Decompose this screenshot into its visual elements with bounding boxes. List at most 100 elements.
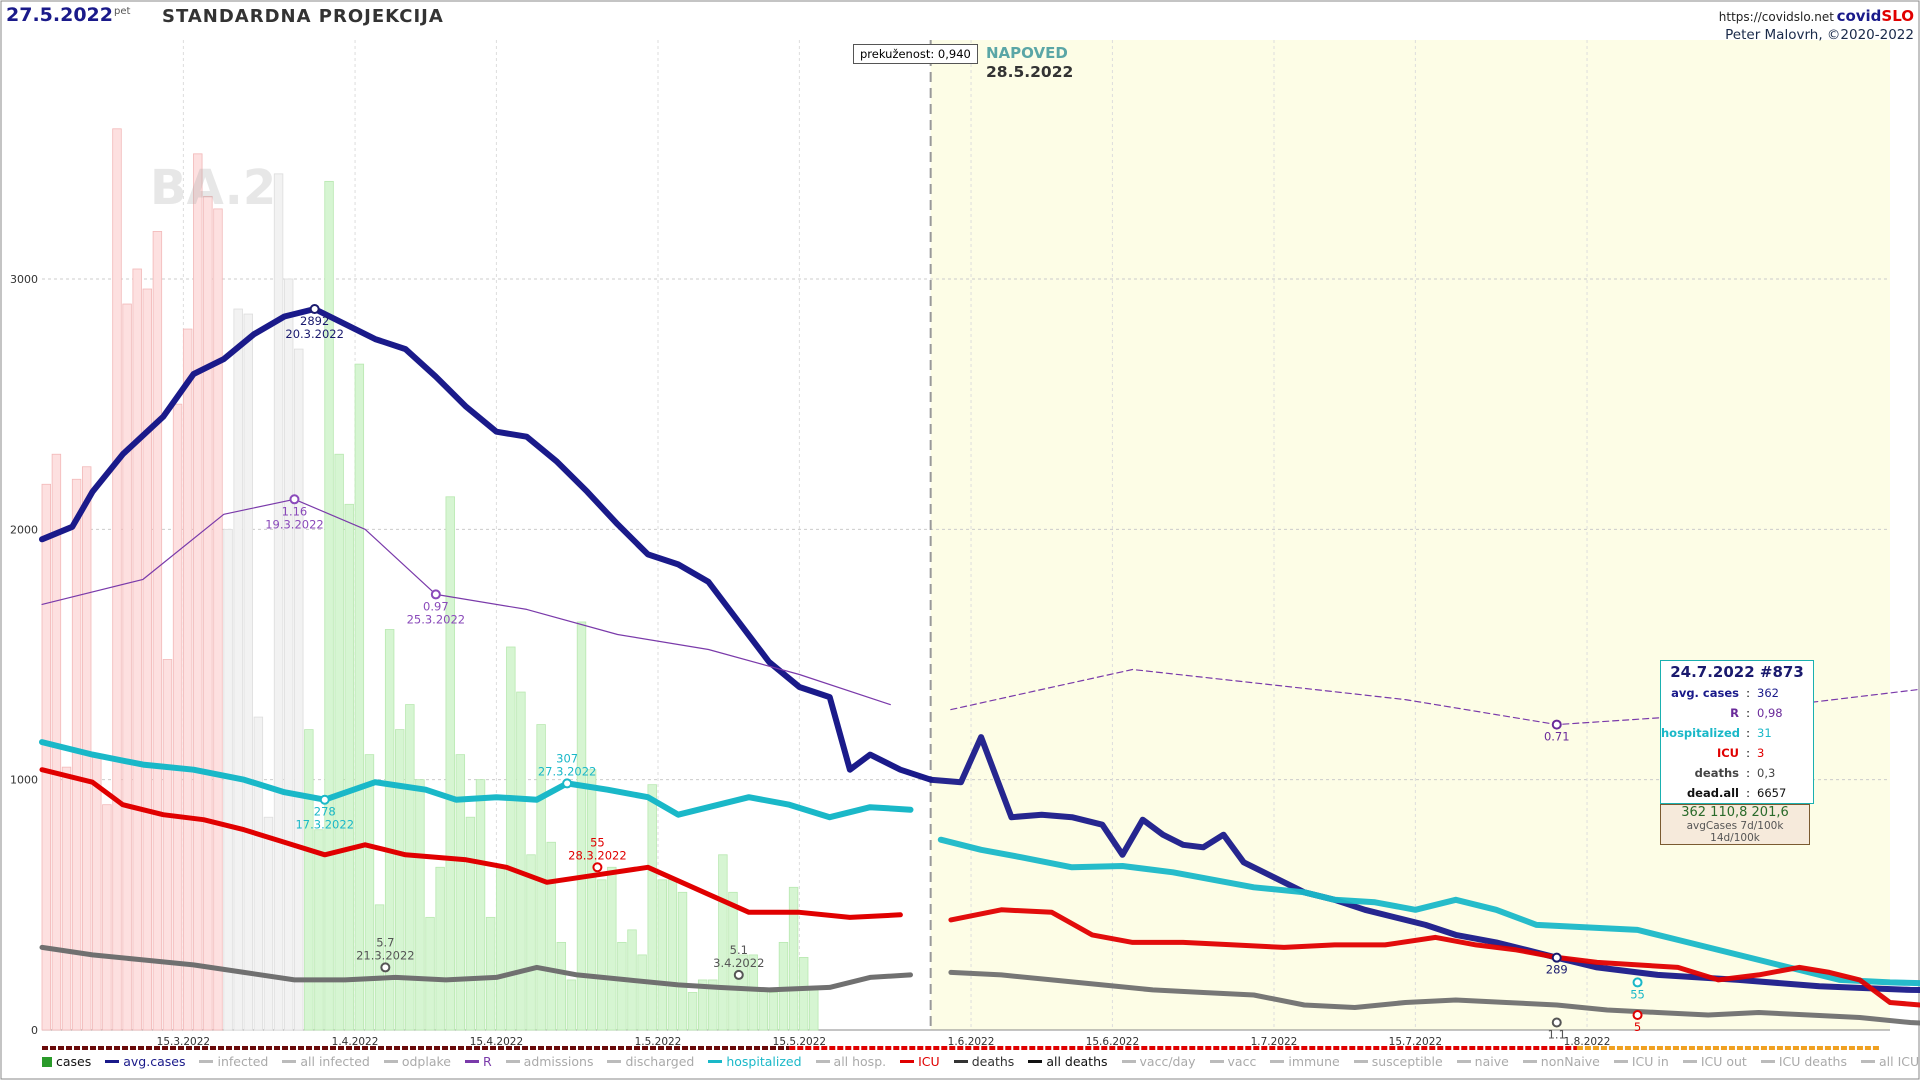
case-bar	[788, 886, 799, 1031]
info-row-colon: :	[1746, 686, 1750, 700]
annotation-label: 0.71	[1544, 730, 1570, 744]
legend-item[interactable]: all infected	[282, 1054, 370, 1069]
case-bar	[344, 503, 354, 1031]
annotation-marker	[319, 794, 330, 805]
case-bar	[294, 348, 304, 1031]
annotation-label: 55	[590, 835, 605, 849]
author: Peter Malovrh, ©2020-2022	[1725, 27, 1914, 43]
cases-bars	[41, 128, 819, 1031]
annotation-label: 17.3.2022	[295, 818, 354, 832]
header-day: pet	[114, 6, 131, 17]
legend-item[interactable]: cases	[42, 1054, 91, 1069]
legend-item[interactable]: ICU out	[1682, 1054, 1747, 1069]
annotation-marker	[562, 778, 573, 789]
forecast-label: NAPOVED	[986, 44, 1068, 62]
legend-swatch	[282, 1060, 297, 1063]
info-row-key: dead.all	[1686, 786, 1739, 800]
legend-label: infected	[217, 1054, 269, 1069]
legend-item[interactable]: ICU in	[1613, 1054, 1669, 1069]
series-line-hospitalized	[39, 739, 914, 821]
case-bar	[334, 453, 344, 1031]
case-bar	[213, 208, 223, 1031]
series-forecast-hospitalized	[937, 836, 1920, 987]
case-bar	[172, 403, 183, 1031]
legend-label: all infected	[300, 1054, 370, 1069]
case-bar	[465, 816, 476, 1031]
legend-swatch	[1861, 1060, 1875, 1063]
legend-item[interactable]: vacc	[1209, 1054, 1256, 1069]
legend-item[interactable]: naive	[1456, 1054, 1509, 1069]
case-bar	[758, 989, 768, 1031]
x-tick-label: 1.6.2022	[948, 1036, 995, 1048]
annotation-marker	[309, 304, 320, 315]
legend-item[interactable]: immune	[1270, 1054, 1340, 1069]
legend-item[interactable]: discharged	[607, 1054, 694, 1069]
annotation-label: 278	[314, 805, 336, 819]
legend-item[interactable]: ICU deaths	[1760, 1054, 1847, 1069]
legend-item[interactable]: all deaths	[1028, 1054, 1108, 1069]
info-row-colon: :	[1746, 786, 1750, 800]
case-bar	[455, 754, 466, 1031]
legend-item[interactable]: nonNaive	[1522, 1054, 1600, 1069]
chart-title: STANDARDNA PROJEKCIJA	[162, 6, 444, 27]
x-tick-label: 15.4.2022	[470, 1036, 523, 1048]
brand-logo: covidSLO	[1837, 7, 1914, 25]
case-bar	[607, 866, 617, 1031]
legend-item[interactable]: susceptible	[1353, 1054, 1443, 1069]
legend-swatch	[383, 1060, 398, 1063]
legend-item[interactable]: all ICU	[1861, 1054, 1919, 1069]
legend-item[interactable]: R	[464, 1054, 492, 1069]
legend-item[interactable]: odplake	[383, 1054, 451, 1069]
case-bar	[415, 779, 425, 1031]
legend-swatch	[953, 1060, 968, 1063]
case-bar	[485, 916, 496, 1031]
legend-swatch	[42, 1056, 52, 1067]
case-bar	[203, 195, 213, 1031]
legend-label: immune	[1288, 1054, 1340, 1069]
legend-item[interactable]: ICU	[900, 1054, 940, 1069]
brand-text-a: covid	[1836, 7, 1882, 25]
case-bar	[697, 979, 708, 1031]
info-row: R:0,98	[1661, 703, 1813, 723]
annotation-marker	[1632, 1009, 1643, 1020]
annotation-marker	[592, 862, 603, 873]
info-row: deaths:0,3	[1661, 763, 1813, 783]
case-bar	[81, 466, 92, 1031]
hover-info-box: 24.7.2022 #873 avg. cases:362 R:0,98 hospi…	[1660, 660, 1814, 804]
case-bar	[425, 916, 435, 1031]
site-url[interactable]: https://covidslo.net	[1718, 10, 1834, 24]
case-bar	[314, 829, 324, 1031]
annotation-marker	[1551, 1017, 1562, 1028]
case-bar	[152, 231, 163, 1031]
case-bar	[748, 954, 758, 1031]
legend-swatch	[607, 1060, 622, 1063]
annotation-label: 289	[1546, 963, 1568, 977]
legend-item[interactable]: all hosp.	[815, 1054, 886, 1069]
legend-item[interactable]: deaths	[953, 1054, 1014, 1069]
annotation-label: 55	[1630, 987, 1645, 1001]
case-bar	[637, 954, 647, 1031]
series-line-avg.cases	[39, 306, 934, 783]
annotation-marker	[1551, 952, 1562, 963]
info-row-value: 362	[1757, 686, 1779, 700]
case-bar	[768, 992, 779, 1031]
series-forecast-ICU	[948, 907, 1920, 1008]
info-row-value: 0,98	[1757, 706, 1783, 720]
legend-item[interactable]: admissions	[505, 1054, 594, 1069]
legend-swatch	[1682, 1060, 1697, 1063]
legend-item[interactable]: vacc/day	[1121, 1054, 1196, 1069]
case-bar	[778, 941, 789, 1031]
legend-label: discharged	[625, 1054, 695, 1069]
legend-item[interactable]: infected	[199, 1054, 268, 1069]
case-bar	[304, 729, 314, 1031]
info-row-value: 6657	[1757, 786, 1787, 800]
legend-item[interactable]: avg.cases	[105, 1054, 185, 1069]
legend-item[interactable]: hospitalized	[708, 1054, 802, 1069]
legend-label: nonNaive	[1540, 1054, 1600, 1069]
legend-label: cases	[56, 1054, 92, 1069]
case-bar	[677, 891, 688, 1031]
legend-label: admissions	[523, 1054, 594, 1069]
series-forecast-deaths	[948, 969, 1920, 1026]
